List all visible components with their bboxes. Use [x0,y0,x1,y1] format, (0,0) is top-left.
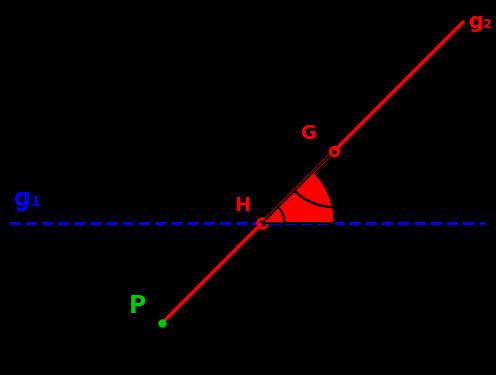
Wedge shape [262,173,333,223]
Text: g₁: g₁ [14,187,41,211]
Text: H: H [234,196,250,215]
Text: g₂: g₂ [468,12,492,32]
Text: G: G [302,124,317,143]
Text: P: P [129,294,147,318]
